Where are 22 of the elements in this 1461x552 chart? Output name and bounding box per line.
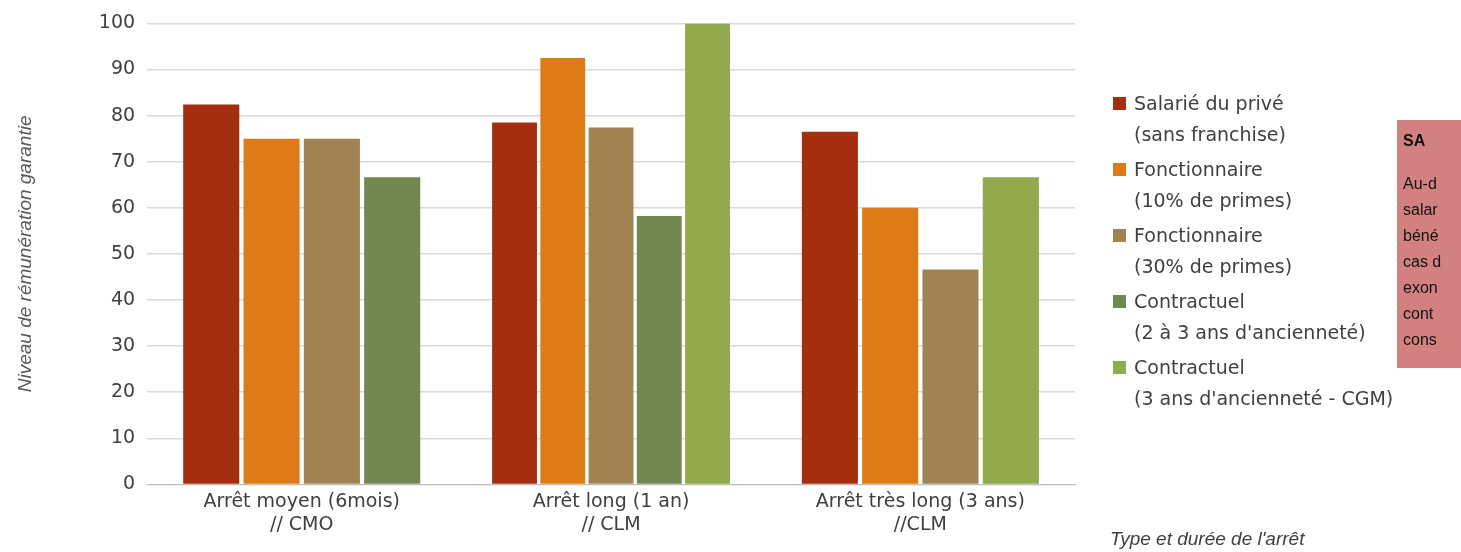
y-tick-label: 10 xyxy=(110,425,136,448)
x-axis-title: Type et durée de l'arrêt xyxy=(1110,528,1305,550)
legend-label: Fonctionnaire (30% de primes) xyxy=(1134,223,1293,279)
y-tick-label: 60 xyxy=(110,194,136,217)
x-tick-label: Arrêt très long (3 ans) //CLM xyxy=(815,488,1025,534)
y-tick-label: 50 xyxy=(110,240,136,263)
y-tick-label: 70 xyxy=(110,148,136,171)
y-tick-label: 100 xyxy=(98,10,136,33)
note-box: SA Au-d salar béné cas d exon cont cons xyxy=(1397,120,1461,368)
y-tick-label: 90 xyxy=(110,56,136,79)
y-tick-label: 40 xyxy=(110,286,136,309)
legend-label: Contractuel (3 ans d'ancienneté - CGM) xyxy=(1134,355,1394,411)
legend-label: Salarié du privé (sans franchise) xyxy=(1134,91,1286,147)
y-tick-label: 30 xyxy=(110,333,136,356)
y-tick-label: 20 xyxy=(110,379,136,402)
y-tick-label: 0 xyxy=(122,471,136,494)
legend-label: Contractuel (2 à 3 ans d'ancienneté) xyxy=(1134,289,1366,345)
x-tick-label: Arrêt moyen (6mois) // CMO xyxy=(203,488,400,534)
x-tick-label: Arrêt long (1 an) // CLM xyxy=(532,488,690,534)
y-tick-label: 80 xyxy=(110,102,136,125)
y-axis-title: Niveau de rémunération garantie xyxy=(13,115,35,393)
legend-label: Fonctionnaire (10% de primes) xyxy=(1134,157,1293,213)
